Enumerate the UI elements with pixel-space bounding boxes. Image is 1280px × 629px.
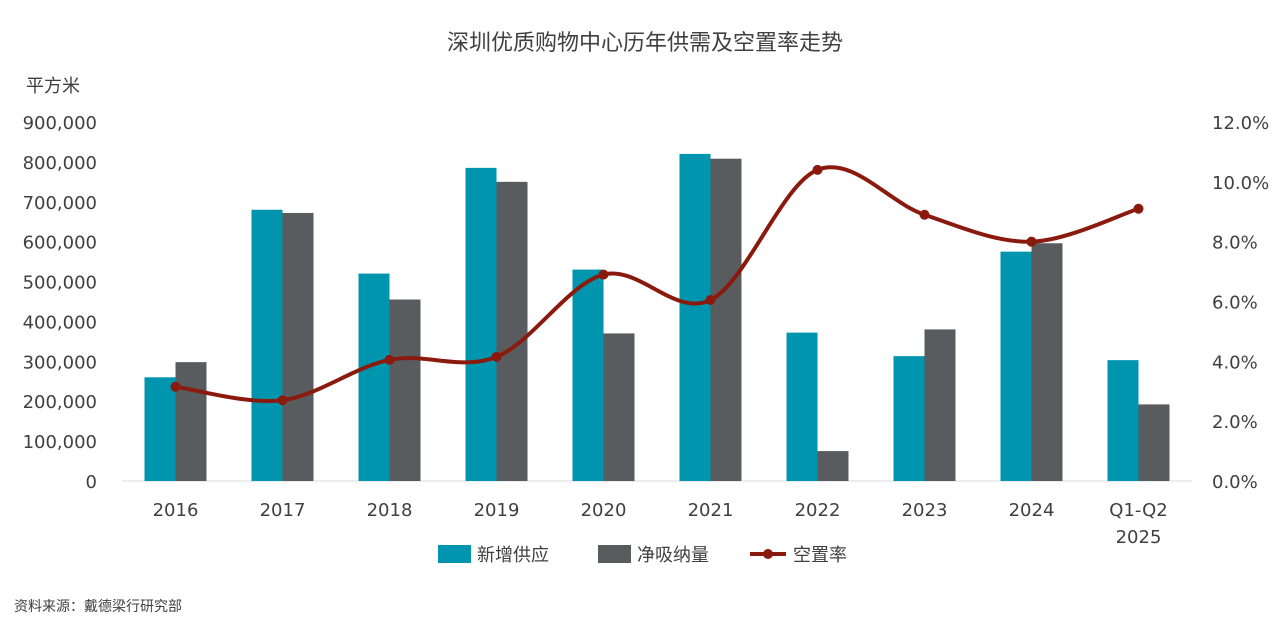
left-tick-label: 600,000 bbox=[23, 233, 97, 254]
left-tick-label: 200,000 bbox=[23, 392, 97, 413]
legend-swatch bbox=[438, 545, 471, 563]
left-tick-label: 900,000 bbox=[23, 113, 97, 134]
left-tick-label: 700,000 bbox=[23, 193, 97, 214]
bar-net-absorption bbox=[282, 212, 314, 482]
vacancy-point bbox=[812, 164, 823, 175]
bar-new-supply bbox=[1000, 251, 1032, 481]
bar-new-supply bbox=[786, 332, 818, 481]
right-tick-label: 12.0% bbox=[1212, 113, 1269, 134]
left-tick-label: 500,000 bbox=[23, 273, 97, 294]
vacancy-point bbox=[705, 295, 716, 306]
vacancy-point bbox=[277, 395, 288, 406]
bar-new-supply bbox=[358, 273, 390, 481]
right-axis-ticks: 0.0% 2.0% 4.0% 6.0% 8.0% 10.0% 12.0% bbox=[1212, 113, 1269, 493]
left-axis-ticks: 0 100,000 200,000 300,000 400,000 500,000 600,… bbox=[23, 113, 97, 493]
bar-net-absorption bbox=[817, 451, 849, 481]
bar-new-supply bbox=[679, 153, 711, 481]
bar-new-supply bbox=[572, 269, 604, 481]
legend-label: 净吸纳量 bbox=[637, 545, 709, 566]
bar-net-absorption bbox=[1031, 243, 1063, 481]
right-tick-label: 6.0% bbox=[1212, 293, 1258, 314]
x-tick-label: 2021 bbox=[688, 500, 734, 521]
left-tick-label: 0 bbox=[86, 472, 97, 493]
bar-new-supply bbox=[465, 167, 497, 481]
source-note: 资料来源：戴德梁行研究部 bbox=[14, 599, 182, 615]
right-tick-label: 0.0% bbox=[1212, 472, 1258, 493]
bar-new-supply bbox=[144, 377, 176, 481]
left-tick-label: 300,000 bbox=[23, 352, 97, 373]
x-tick-label: 2023 bbox=[902, 500, 948, 521]
left-tick-label: 100,000 bbox=[23, 432, 97, 453]
bar-new-supply bbox=[893, 356, 925, 481]
vacancy-point bbox=[491, 351, 502, 362]
legend: 新增供应 净吸纳量 空置率 bbox=[438, 545, 847, 566]
bar-new-supply bbox=[251, 209, 283, 481]
legend-marker bbox=[763, 549, 773, 559]
x-tick-label: 2019 bbox=[474, 500, 520, 521]
legend-label: 新增供应 bbox=[477, 545, 549, 566]
legend-label: 空置率 bbox=[793, 545, 847, 566]
vacancy-point bbox=[1026, 236, 1037, 247]
vacancy-point bbox=[384, 354, 395, 365]
x-tick-label: 2020 bbox=[581, 500, 627, 521]
vacancy-line bbox=[175, 165, 1140, 403]
vacancy-point bbox=[919, 209, 930, 220]
bar-net-absorption bbox=[389, 299, 421, 481]
bar-new-supply bbox=[1107, 360, 1139, 481]
x-tick-label: Q1-Q2 bbox=[1109, 500, 1167, 521]
vacancy-point bbox=[170, 381, 181, 392]
x-tick-label: 2016 bbox=[153, 500, 199, 521]
right-tick-label: 8.0% bbox=[1212, 233, 1258, 254]
x-axis-ticks: 2016 2017 2018 2019 2020 2021 2022 2023 2024 Q1-Q… bbox=[153, 500, 1168, 548]
bars-group bbox=[144, 153, 1170, 482]
right-tick-label: 10.0% bbox=[1212, 173, 1269, 194]
bar-net-absorption bbox=[924, 329, 956, 481]
bar-net-absorption bbox=[175, 362, 207, 481]
legend-swatch bbox=[598, 545, 631, 563]
x-tick-label: 2024 bbox=[1009, 500, 1055, 521]
chart-title: 深圳优质购物中心历年供需及空置率走势 bbox=[447, 31, 843, 56]
x-tick-label: 2025 bbox=[1116, 527, 1162, 548]
vacancy-line-group bbox=[170, 164, 1144, 406]
left-tick-label: 400,000 bbox=[23, 312, 97, 333]
bar-net-absorption bbox=[1138, 404, 1170, 481]
right-tick-label: 4.0% bbox=[1212, 352, 1258, 373]
left-tick-label: 800,000 bbox=[23, 153, 97, 174]
right-tick-label: 2.0% bbox=[1212, 412, 1258, 433]
bar-net-absorption bbox=[603, 333, 635, 481]
x-tick-label: 2018 bbox=[367, 500, 413, 521]
x-tick-label: 2022 bbox=[795, 500, 841, 521]
y-axis-unit: 平方米 bbox=[26, 76, 80, 97]
bar-net-absorption bbox=[496, 181, 528, 482]
bar-net-absorption bbox=[710, 158, 742, 481]
x-tick-label: 2017 bbox=[260, 500, 306, 521]
vacancy-point bbox=[598, 269, 609, 280]
vacancy-point bbox=[1133, 203, 1144, 214]
